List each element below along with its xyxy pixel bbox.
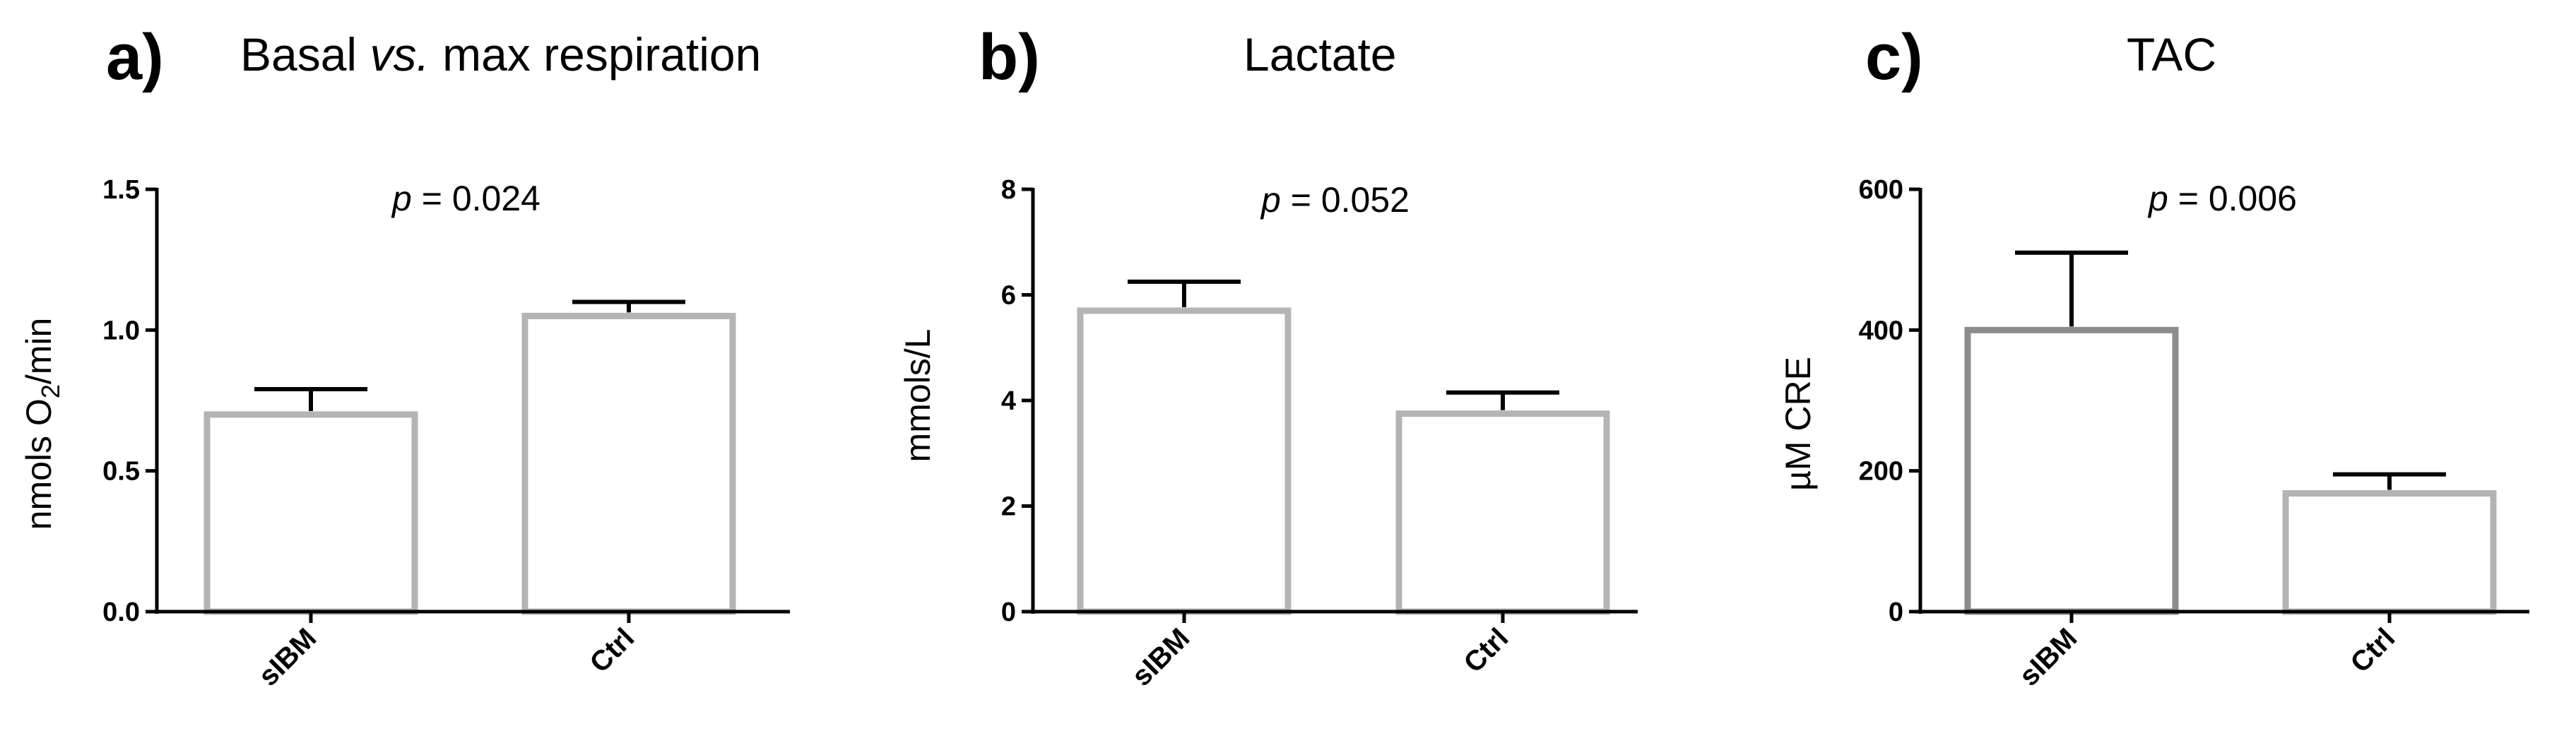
panel-b-title: Lactate (1243, 28, 1397, 81)
panel-c-pvalue: p = 0.006 (2147, 179, 2297, 218)
panel-b-ylabel: mmols/L (898, 329, 938, 463)
y-tick-label: 0.5 (102, 457, 140, 487)
y-tick-label: 600 (1859, 175, 1903, 205)
bar-sibm (203, 411, 418, 615)
x-tick-label-ctrl: Ctrl (1458, 622, 1515, 679)
panel-c-letter: c) (1865, 21, 1923, 93)
y-tick-label: 8 (1001, 175, 1016, 205)
panel-b: b) Lactate mmols/L p = 0.052 0 2 4 6 8 sIBM Ct… (898, 21, 1638, 692)
panel-a-plot: 0.0 0.5 1.0 1.5 sIBM Ctrl (102, 175, 790, 692)
panel-b-letter: b) (979, 21, 1040, 93)
panel-c: c) TAC µM CRE p = 0.006 0 200 400 600 sIBM Ct… (1778, 21, 2529, 692)
y-tick-label: 4 (1001, 386, 1016, 416)
panel-a-letter: a) (106, 21, 164, 93)
y-tick-label: 0 (1001, 598, 1016, 627)
panel-b-plot: 0 2 4 6 8 sIBM Ctrl (1001, 175, 1638, 692)
panel-c-ylabel: µM CRE (1778, 357, 1818, 491)
y-tick-label: 1.5 (102, 175, 140, 205)
y-tick-label: 0.0 (102, 598, 140, 627)
y-tick-label: 400 (1859, 316, 1903, 345)
bar-ctrl (2282, 490, 2497, 615)
panel-a-pvalue: p = 0.024 (391, 179, 540, 218)
x-tick-label-sibm: sIBM (253, 622, 323, 692)
y-tick-label: 0 (1889, 598, 1903, 627)
panel-b-pvalue: p = 0.052 (1260, 180, 1410, 220)
panel-c-title: TAC (2127, 28, 2216, 81)
y-tick-label: 1.0 (102, 316, 140, 345)
y-tick-label: 200 (1859, 457, 1903, 487)
x-tick-label-sibm: sIBM (1126, 622, 1196, 692)
x-tick-label-sibm: sIBM (2014, 622, 2084, 692)
y-tick-label: 6 (1001, 281, 1016, 311)
panel-c-plot: 0 200 400 600 sIBM Ctrl (1859, 175, 2529, 692)
bar-ctrl (521, 312, 736, 615)
bar-ctrl (1395, 410, 1610, 615)
bar-sibm (1964, 326, 2179, 615)
panel-a-ylabel: nmols O2/min (19, 318, 65, 530)
y-tick-label: 2 (1001, 492, 1016, 522)
x-tick-label-ctrl: Ctrl (584, 622, 641, 679)
bar-sibm (1077, 307, 1292, 615)
panel-a-title: Basal vs. max respiration (240, 28, 761, 81)
x-tick-label-ctrl: Ctrl (2345, 622, 2401, 679)
panel-a: a) Basal vs. max respiration nmols O2/mi… (19, 21, 790, 692)
